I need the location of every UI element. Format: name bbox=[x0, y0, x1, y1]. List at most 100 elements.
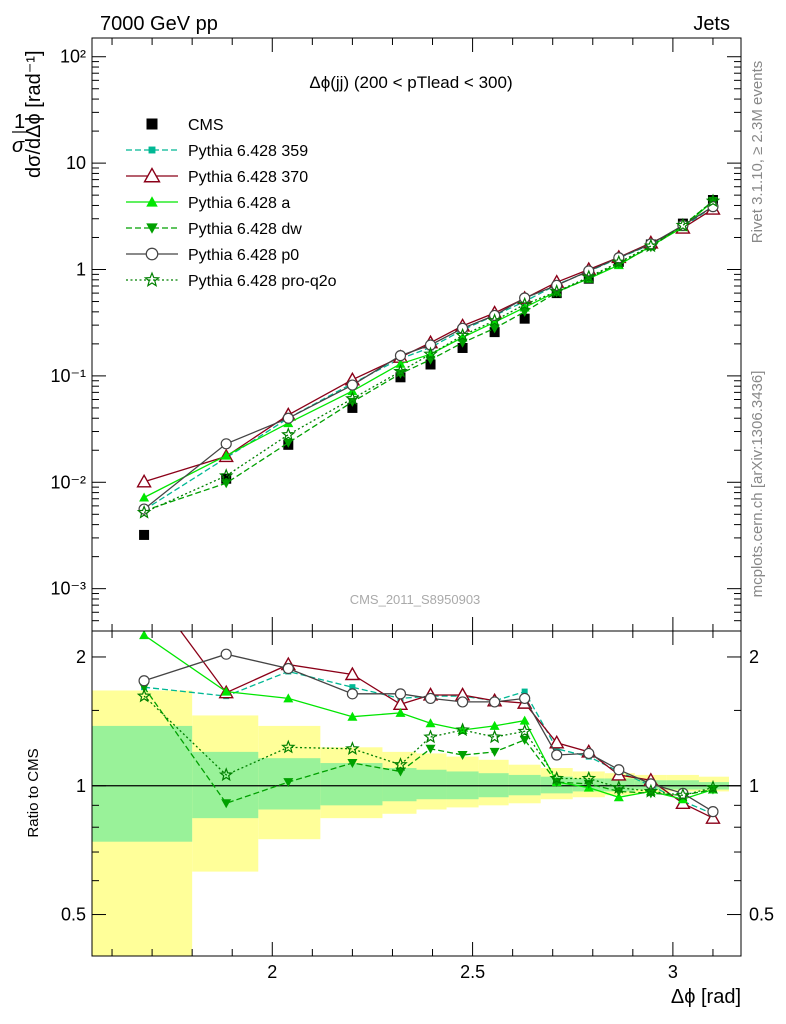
legend-marker bbox=[146, 196, 158, 207]
point-proq2o bbox=[393, 363, 408, 378]
point-p0 bbox=[220, 438, 232, 450]
ratio-point-dw bbox=[457, 751, 468, 761]
ratio-frame bbox=[91, 630, 742, 957]
ylabel-one: 1 bbox=[14, 111, 25, 133]
point-proq2o bbox=[487, 313, 502, 327]
main-ytick-label: 10⁻³ bbox=[50, 579, 86, 599]
point-cms bbox=[457, 342, 468, 353]
legend: CMS Pythia 6.428 359 Pythia 6.428 370 Pythi… bbox=[126, 117, 337, 290]
ratio-point-a bbox=[283, 693, 294, 703]
ratio-point-dw bbox=[347, 759, 358, 769]
point-p0 bbox=[394, 350, 407, 362]
legend-marker bbox=[143, 167, 161, 183]
ratio-point-p0 bbox=[645, 778, 657, 790]
legend-label: Pythia 6.428 pro-q2o bbox=[188, 273, 337, 290]
ratio-xtick-label: 2 bbox=[267, 962, 277, 982]
mcplots-label: mcplots.cern.ch [arXiv:1306.3436] bbox=[749, 371, 766, 598]
ratio-ytick-label-right: 2 bbox=[749, 647, 759, 667]
point-proq2o bbox=[643, 238, 659, 253]
point-dw bbox=[457, 338, 468, 348]
point-proq2o bbox=[675, 217, 691, 232]
ratio-point-p0 bbox=[613, 764, 625, 776]
legend-item-p359: Pythia 6.428 359 bbox=[126, 143, 308, 160]
point-cms bbox=[347, 402, 358, 413]
ratio-point-proq2o bbox=[705, 779, 721, 794]
ratio-point-proq2o bbox=[423, 729, 438, 744]
main-ytick-label: 10⁻² bbox=[50, 472, 86, 492]
point-proq2o bbox=[423, 346, 438, 361]
legend-label: Pythia 6.428 p0 bbox=[188, 247, 299, 264]
ratio-point-proq2o bbox=[218, 767, 234, 782]
plot-title: Δϕ(jj) (200 < pTlead < 300) bbox=[309, 73, 512, 92]
legend-label: CMS bbox=[188, 117, 224, 134]
ratio-point-p359 bbox=[553, 745, 560, 752]
main-ytick-label: 10 bbox=[66, 153, 86, 173]
ylabel-rest: dσ/dΔϕ [rad⁻¹] bbox=[23, 51, 45, 179]
ratio-point-dw bbox=[395, 767, 406, 777]
ratio-point-p0 bbox=[394, 688, 407, 700]
ylabel-sigma: σ bbox=[12, 135, 25, 157]
ratio-point-proq2o bbox=[675, 787, 691, 802]
main-ytick-label: 10² bbox=[60, 47, 86, 67]
ratio-point-p370 bbox=[344, 666, 361, 681]
ratio-point-proq2o bbox=[281, 739, 296, 754]
ratio-xtick-label: 2.5 bbox=[460, 962, 485, 982]
series-proq2o bbox=[136, 193, 721, 519]
point-a bbox=[139, 492, 150, 502]
ratio-point-proq2o bbox=[487, 729, 502, 744]
ratio-point-proq2o bbox=[345, 741, 360, 756]
point-proq2o bbox=[581, 269, 597, 284]
ratio-point-a bbox=[425, 718, 436, 728]
legend-item-cms: CMS bbox=[146, 117, 224, 134]
point-proq2o bbox=[455, 327, 470, 342]
ratio-series-proq2o bbox=[136, 688, 721, 802]
point-a bbox=[221, 450, 232, 460]
ratio-point-proq2o bbox=[393, 757, 408, 771]
header-left: 7000 GeV pp bbox=[100, 13, 218, 35]
legend-marker bbox=[146, 223, 158, 234]
point-dw bbox=[583, 274, 594, 284]
band-green-bin bbox=[192, 751, 259, 819]
ratio-point-dw bbox=[221, 799, 232, 809]
ratio-point-p0 bbox=[456, 696, 469, 708]
point-proq2o bbox=[218, 468, 234, 483]
point-proq2o bbox=[705, 193, 721, 208]
ratio-point-a bbox=[489, 720, 500, 730]
ratio-point-a bbox=[347, 711, 358, 721]
ratio-point-proq2o bbox=[136, 688, 152, 703]
ratio-point-a bbox=[221, 686, 232, 696]
ratio-point-a bbox=[613, 792, 624, 802]
band-green-bin bbox=[416, 769, 447, 800]
ratio-point-proq2o bbox=[517, 723, 532, 738]
point-p370 bbox=[136, 473, 152, 488]
band-green-bin bbox=[666, 780, 699, 790]
legend-label: Pythia 6.428 359 bbox=[188, 143, 308, 160]
xlabel: Δϕ [rad] bbox=[671, 986, 741, 1008]
ratio-point-a bbox=[139, 631, 150, 640]
point-cms bbox=[519, 313, 530, 324]
point-p0 bbox=[346, 379, 359, 391]
ratio-line-proq2o bbox=[143, 695, 714, 796]
ratio-ylabel: Ratio to CMS bbox=[25, 748, 42, 837]
point-a bbox=[395, 358, 406, 368]
ratio-point-proq2o bbox=[643, 783, 659, 798]
point-dw bbox=[489, 324, 500, 334]
ratio-point-proq2o bbox=[549, 770, 564, 785]
point-p0 bbox=[424, 339, 437, 351]
band-green bbox=[92, 725, 729, 842]
legend-item-a: Pythia 6.428 a bbox=[126, 195, 290, 212]
ratio-point-p0 bbox=[138, 675, 150, 687]
point-dw bbox=[551, 288, 562, 298]
point-dw bbox=[519, 307, 530, 317]
legend-marker bbox=[143, 271, 161, 287]
legend-marker bbox=[145, 247, 159, 261]
watermark: CMS_2011_S8950903 bbox=[350, 592, 481, 607]
ratio-point-dw bbox=[283, 778, 294, 788]
point-proq2o bbox=[549, 283, 564, 298]
point-p0 bbox=[138, 503, 150, 515]
ratio-point-dw bbox=[489, 747, 500, 757]
ratio-xtick-label: 3 bbox=[668, 962, 678, 982]
ratio-point-a bbox=[395, 707, 406, 717]
ratio-point-proq2o bbox=[581, 770, 597, 785]
